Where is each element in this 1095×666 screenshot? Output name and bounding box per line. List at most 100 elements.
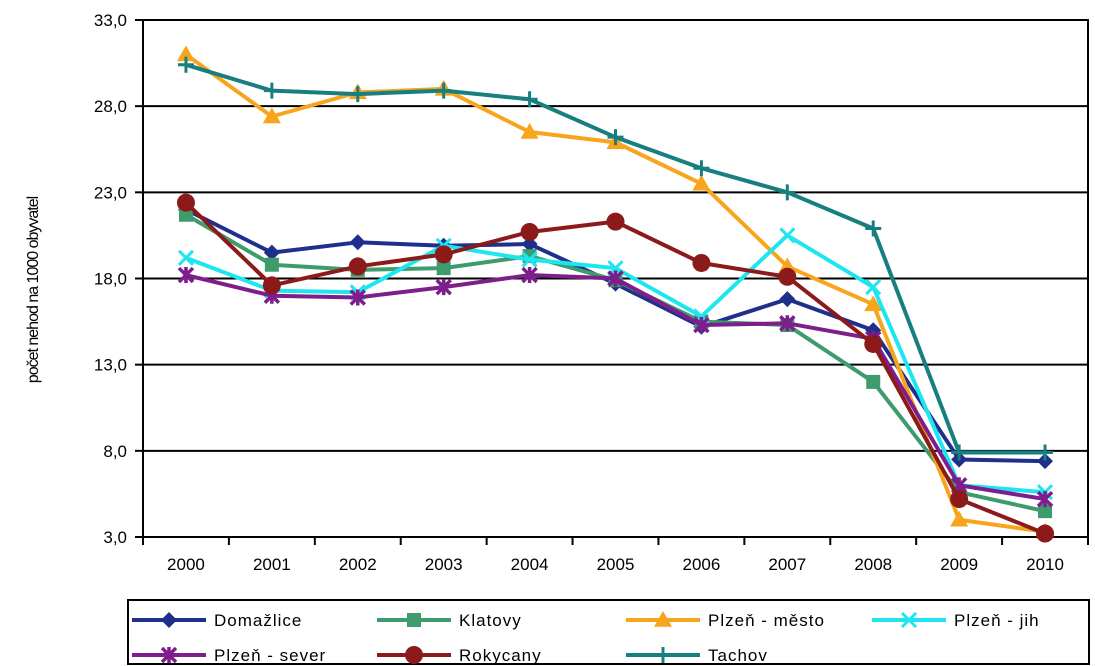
y-tick-label: 13,0 (94, 356, 127, 375)
legend-item: Plzeň - jih (872, 611, 1040, 630)
x-tick-label: 2001 (253, 555, 291, 574)
data-point (520, 222, 539, 241)
legend-marker (160, 646, 178, 664)
data-point (436, 261, 451, 276)
data-point (178, 207, 193, 222)
y-axis-title: počet nehod na 1000 obyvatel (25, 196, 42, 383)
data-point (1038, 504, 1053, 519)
x-tick-label: 2006 (682, 555, 720, 574)
y-axis: 3,0 8,0 13,0 18,0 23,0 28,0 33,0 (94, 11, 143, 547)
data-point (607, 270, 624, 287)
data-point (1037, 453, 1054, 470)
series-line (184, 213, 1046, 514)
x-tick-label: 2007 (768, 555, 806, 574)
legend-item: Domažlice (132, 611, 302, 630)
legend-marker (900, 611, 918, 629)
legend-marker (654, 611, 672, 627)
y-tick-label: 18,0 (94, 270, 127, 289)
data-point (263, 244, 280, 261)
series-line (184, 201, 1046, 536)
y-tick-label: 33,0 (94, 11, 127, 30)
data-point (865, 279, 882, 296)
legend-item: Plzeň - město (626, 611, 825, 630)
x-tick-label: 2009 (940, 555, 978, 574)
data-point (521, 266, 538, 284)
legend-marker (161, 612, 177, 628)
data-point (435, 82, 452, 99)
data-point (692, 253, 711, 272)
legend-label: Klatovy (459, 611, 522, 630)
data-point (520, 123, 539, 139)
data-point (1037, 444, 1054, 461)
data-point (262, 276, 281, 295)
legend-label: Tachov (708, 646, 768, 665)
legend-marker (655, 647, 671, 663)
legend-label: Rokycany (459, 646, 542, 665)
data-point (521, 91, 538, 108)
data-point (693, 316, 710, 334)
data-point (693, 160, 710, 177)
data-point (435, 278, 452, 296)
y-tick-label: 8,0 (103, 442, 127, 461)
data-point (521, 251, 538, 268)
x-axis: 2000 2001 2002 2003 2004 2005 2006 2007 2008 2009… (142, 537, 1089, 574)
data-point (176, 45, 195, 62)
legend-label: Plzeň - sever (214, 646, 326, 665)
legend-item: Rokycany (377, 646, 542, 665)
data-point (779, 291, 796, 308)
data-point (692, 174, 711, 191)
series-4 (177, 266, 1054, 508)
data-point (865, 220, 882, 237)
legend-label: Plzeň - jih (954, 611, 1040, 630)
x-tick-label: 2002 (339, 555, 377, 574)
x-tick-label: 2010 (1026, 555, 1064, 574)
x-tick-label: 2008 (854, 555, 892, 574)
data-point (177, 249, 195, 266)
legend-box (127, 599, 1090, 665)
series-1 (178, 207, 1053, 519)
data-point (778, 267, 797, 286)
legend-label: Domažlice (214, 611, 302, 630)
x-tick-label: 2000 (167, 555, 205, 574)
legend-marker (405, 646, 423, 664)
data-point (864, 295, 883, 312)
data-point (606, 212, 625, 231)
data-point (521, 236, 538, 253)
data-point (779, 315, 796, 332)
data-point (951, 444, 968, 461)
data-point (866, 374, 881, 389)
x-tick-label: 2004 (511, 555, 549, 574)
series-6 (177, 56, 1054, 461)
legend-item: Klatovy (377, 611, 522, 630)
data-point (779, 184, 796, 201)
data-point (349, 289, 367, 306)
data-point (348, 257, 367, 276)
data-point (262, 107, 281, 124)
data-point (264, 257, 279, 272)
series-layer (176, 45, 1055, 543)
series-5 (176, 193, 1055, 543)
data-point (607, 129, 624, 146)
legend: Domažlice Klatovy Plzeň - město Plzeň - jih… (127, 599, 1090, 665)
data-point (779, 227, 796, 244)
data-point (349, 86, 366, 103)
data-point (434, 245, 453, 264)
y-tick-label: 23,0 (94, 183, 127, 202)
data-point (263, 82, 280, 99)
data-point (864, 334, 883, 353)
legend-marker (407, 613, 421, 627)
y-tick-label: 28,0 (94, 97, 127, 116)
data-point (950, 490, 969, 509)
data-point (1036, 524, 1055, 543)
data-point (177, 56, 194, 73)
x-tick-label: 2003 (425, 555, 463, 574)
data-point (349, 234, 366, 251)
legend-item: Tachov (626, 646, 768, 665)
data-point (1036, 490, 1054, 508)
y-tick-label: 3,0 (103, 528, 127, 547)
legend-label: Plzeň - město (708, 611, 825, 630)
x-tick-label: 2005 (597, 555, 635, 574)
data-point (950, 510, 969, 527)
data-point (177, 266, 195, 284)
